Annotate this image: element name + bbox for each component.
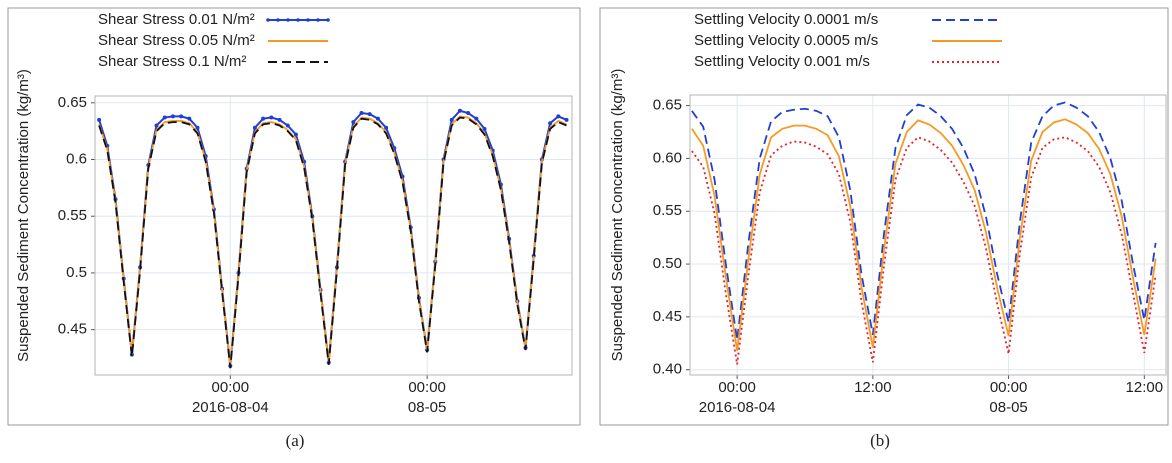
series-marker bbox=[564, 117, 569, 122]
series-line bbox=[691, 101, 1157, 341]
x-tick-label: 00:00 bbox=[408, 379, 446, 396]
x-tick-label: 12:00 bbox=[854, 379, 892, 396]
y-tick-label: 0.50 bbox=[653, 255, 682, 272]
legend-label: Settling Velocity 0.0001 m/s bbox=[694, 11, 878, 28]
chart-panel: 0.45 0.5 0.55 0.6 0.65 00:00 2016-08-04 00:00 08… bbox=[7, 7, 581, 450]
legend-label: Settling Velocity 0.001 m/s bbox=[694, 53, 870, 70]
panel-frame bbox=[7, 7, 581, 426]
legend-marker bbox=[306, 18, 310, 22]
series-marker bbox=[367, 112, 372, 117]
y-axis-label: Suspended Sediment Concentration (kg/m³) bbox=[609, 69, 626, 362]
x-tick-label: 12:00 bbox=[1126, 379, 1164, 396]
legend-marker bbox=[316, 18, 320, 22]
caption: (b) bbox=[870, 431, 890, 450]
series-marker bbox=[482, 126, 487, 131]
legend-label: Settling Velocity 0.0005 m/s bbox=[694, 32, 878, 49]
series-line bbox=[98, 115, 567, 367]
y-tick-label: 0.65 bbox=[653, 97, 682, 114]
series-marker bbox=[359, 111, 364, 116]
series-marker bbox=[269, 115, 274, 120]
series-marker bbox=[375, 116, 380, 121]
x-tick-label: 2016-08-04 bbox=[192, 399, 269, 416]
legend-marker bbox=[326, 18, 330, 22]
x-tick-label: 00:00 bbox=[718, 379, 756, 396]
series-marker bbox=[351, 120, 356, 125]
y-tick-label: 0.45 bbox=[653, 308, 682, 325]
legend-label: Shear Stress 0.05 N/m² bbox=[98, 32, 255, 49]
chart-panel: 0.40 0.45 0.50 0.55 0.60 0.65 00:00 2016-08-04 1… bbox=[599, 7, 1169, 450]
series-line bbox=[691, 136, 1157, 365]
legend-marker bbox=[276, 18, 280, 22]
series-marker bbox=[179, 114, 184, 119]
y-tick-label: 0.6 bbox=[66, 150, 87, 167]
series-marker bbox=[474, 116, 479, 121]
series-marker bbox=[457, 108, 462, 113]
x-tick-label: 00:00 bbox=[990, 379, 1028, 396]
x-tick-label: 08-05 bbox=[408, 399, 446, 416]
y-tick-label: 0.5 bbox=[66, 264, 87, 281]
series-marker bbox=[384, 125, 389, 130]
series-marker bbox=[285, 123, 290, 128]
caption: (a) bbox=[286, 431, 305, 450]
legend-label: Shear Stress 0.1 N/m² bbox=[98, 53, 246, 70]
axes-frame bbox=[689, 94, 1167, 376]
series-line bbox=[98, 109, 567, 367]
series-marker bbox=[154, 123, 159, 128]
series-marker bbox=[277, 117, 282, 122]
series-marker bbox=[162, 115, 167, 120]
series-marker bbox=[261, 116, 266, 121]
series-marker bbox=[170, 114, 175, 119]
plot-area bbox=[691, 101, 1157, 365]
axes-frame bbox=[94, 95, 573, 376]
series-marker bbox=[97, 117, 102, 122]
legend-marker bbox=[296, 18, 300, 22]
series-line bbox=[98, 116, 567, 369]
y-tick-label: 0.65 bbox=[58, 94, 87, 111]
series-line bbox=[691, 118, 1157, 351]
y-tick-label: 0.60 bbox=[653, 149, 682, 166]
legend-marker bbox=[286, 18, 290, 22]
series-marker bbox=[195, 125, 200, 130]
series-marker bbox=[466, 111, 471, 116]
series-marker bbox=[187, 116, 192, 121]
series-marker bbox=[556, 114, 561, 119]
y-tick-label: 0.55 bbox=[653, 202, 682, 219]
series-marker bbox=[252, 125, 257, 130]
series-marker bbox=[548, 121, 553, 126]
plot-area bbox=[97, 108, 569, 369]
x-tick-label: 00:00 bbox=[212, 379, 250, 396]
x-tick-label: 2016-08-04 bbox=[699, 399, 776, 416]
series-marker bbox=[293, 132, 298, 137]
y-axis-label: Suspended Sediment Concentration (kg/m³) bbox=[15, 69, 32, 362]
panel-frame bbox=[599, 7, 1169, 426]
legend-label: Shear Stress 0.01 N/m² bbox=[98, 11, 255, 28]
y-tick-label: 0.45 bbox=[58, 321, 87, 338]
legend-marker bbox=[266, 18, 270, 22]
series-marker bbox=[449, 117, 454, 122]
x-tick-label: 08-05 bbox=[989, 399, 1027, 416]
y-tick-label: 0.55 bbox=[58, 207, 87, 224]
y-tick-label: 0.40 bbox=[653, 361, 682, 378]
